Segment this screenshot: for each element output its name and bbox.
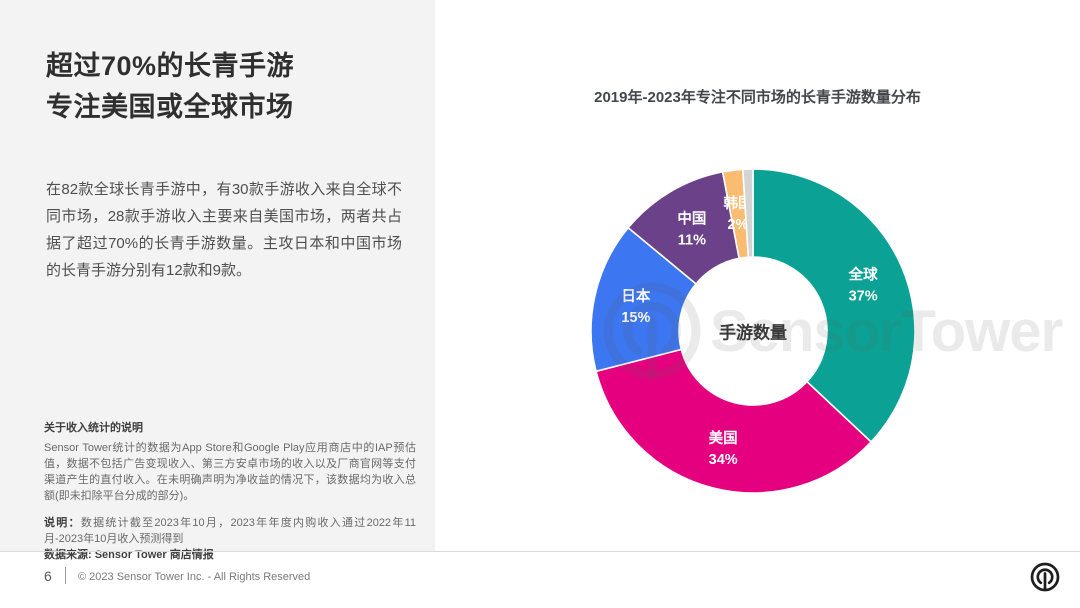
notes-heading: 关于收入统计的说明 (44, 422, 143, 434)
footer-divider-line (0, 551, 1080, 552)
donut-center-label: 手游数量 (719, 323, 787, 343)
page-number: 6 (44, 568, 52, 584)
sensor-tower-logo-icon (1030, 562, 1060, 592)
copyright-text: © 2023 Sensor Tower Inc. - All Rights Re… (78, 571, 311, 583)
summary-text: 在82款全球长青手游中，有30款手游收入来自全球不同市场，28款手游收入主要来自… (46, 181, 402, 279)
chart-title: 2019年-2023年专注不同市场的长青手游数量分布 (594, 89, 921, 106)
donut-slice-other (741, 168, 754, 258)
donut-slice-全球 (752, 168, 916, 444)
revenue-notes: 关于收入统计的说明 Sensor Tower统计的数据为App Store和Go… (44, 420, 416, 563)
donut-slice-美国 (595, 348, 873, 494)
data-source: 数据来源: Sensor Tower 商店情报 (44, 549, 214, 561)
donut-label-全球: 全球 37% (848, 265, 878, 304)
footer-separator (65, 567, 66, 584)
notes-disclaimer-text: 数据统计截至2023年10月，2023年年度内购收入通过2022年11月-202… (44, 517, 417, 545)
donut-label-中国: 中国 11% (677, 210, 706, 249)
donut-label-美国: 美国 34% (709, 429, 738, 468)
page-title-line-2: 专注美国或全球市场 (46, 92, 294, 122)
notes-disclaimer-label: 说明： (44, 517, 81, 529)
page-title: 超过70%的长青手游 专注美国或全球市场 (46, 46, 294, 128)
left-panel: 超过70%的长青手游 专注美国或全球市场 在82款全球长青手游中，有30款手游收… (0, 0, 435, 561)
notes-body: Sensor Tower统计的数据为App Store和Google Play应… (44, 442, 416, 502)
page-title-line-1: 超过70%的长青手游 (46, 51, 295, 81)
notes-disclaimer: 说明：数据统计截至2023年10月，2023年年度内购收入通过2022年11月-… (44, 515, 416, 547)
